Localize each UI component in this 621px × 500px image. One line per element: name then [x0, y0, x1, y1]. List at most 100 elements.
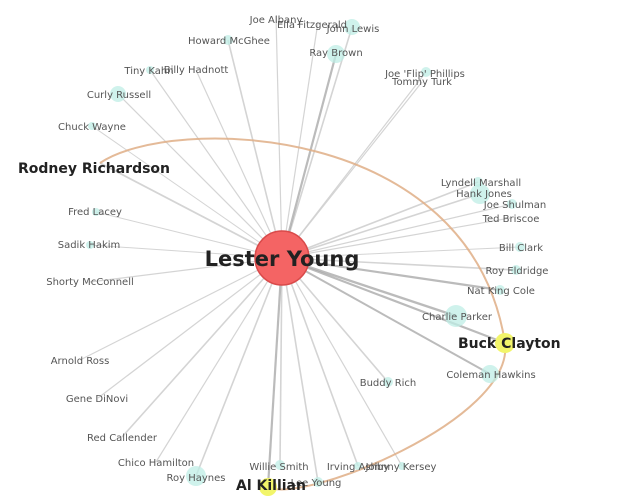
label-buddy[interactable]: Buddy Rich: [360, 378, 417, 389]
edge-hank: [281, 193, 481, 259]
edge-roy: [281, 257, 517, 271]
node-buck[interactable]: [495, 333, 515, 353]
label-al[interactable]: Al Killian: [236, 478, 306, 494]
label-shorty[interactable]: Shorty McConnell: [46, 277, 134, 288]
edge-arnold: [79, 257, 283, 361]
edge-rodney: [99, 162, 283, 259]
edge-ella: [281, 21, 319, 259]
label-charlie[interactable]: Charlie Parker: [422, 312, 493, 323]
label-willie[interactable]: Willie Smith: [249, 462, 308, 473]
node-roy_haynes[interactable]: [186, 466, 206, 486]
label-joe_albany[interactable]: Joe Albany: [249, 15, 303, 26]
node-nat[interactable]: [495, 285, 505, 295]
label-curly[interactable]: Curly Russell: [87, 90, 151, 101]
node-curly[interactable]: [110, 86, 126, 102]
edge-roy_haynes: [195, 257, 283, 477]
label-red[interactable]: Red Callender: [87, 433, 158, 444]
node-sadik[interactable]: [86, 241, 94, 249]
edge-howard: [227, 39, 283, 259]
edge-fred: [95, 211, 283, 259]
edge-chuck: [91, 125, 283, 259]
label-lyndell[interactable]: Lyndell Marshall: [441, 178, 521, 189]
node-chuck[interactable]: [88, 122, 96, 130]
label-tiny[interactable]: Tiny Kahn: [123, 66, 173, 77]
label-coleman[interactable]: Coleman Hawkins: [446, 370, 535, 381]
label-ray_brown[interactable]: Ray Brown: [309, 48, 362, 59]
node-lee[interactable]: [313, 477, 323, 487]
label-sadik[interactable]: Sadik Hakim: [58, 240, 121, 251]
node-hank[interactable]: [470, 184, 490, 204]
label-ella[interactable]: Ella Fitzgerald: [277, 20, 347, 31]
node-johnny[interactable]: [398, 462, 406, 470]
edge-joe_albany: [275, 15, 283, 259]
label-lee[interactable]: Lee Young: [291, 478, 342, 489]
edge-shorty: [89, 257, 283, 283]
edge-buck: [281, 256, 506, 345]
center-node[interactable]: Lester Young: [205, 230, 360, 286]
edge-curly: [117, 93, 283, 259]
node-flip[interactable]: [421, 67, 431, 77]
label-hank[interactable]: Hank Jones: [456, 189, 512, 200]
label-rodney[interactable]: Rodney Richardson: [18, 161, 170, 177]
node-layer: [86, 19, 525, 496]
node-howard[interactable]: [223, 35, 233, 45]
edge-irving: [281, 257, 359, 467]
rodney-buck-al-arc: [99, 137, 507, 491]
label-howard[interactable]: Howard McGhee: [188, 36, 270, 47]
label-gene[interactable]: Gene DiNovi: [66, 394, 128, 405]
center-node-circle[interactable]: [254, 230, 310, 286]
label-fred[interactable]: Fred Lacey: [68, 207, 122, 218]
node-tiny[interactable]: [146, 66, 154, 74]
edge-billy: [195, 69, 283, 259]
edge-tommy: [281, 81, 423, 259]
edge-red: [121, 257, 283, 438]
node-roy[interactable]: [511, 265, 521, 275]
edge-willie: [279, 257, 283, 466]
label-bill_clark[interactable]: Bill Clark: [499, 243, 543, 254]
node-irving[interactable]: [354, 462, 362, 470]
edge-sadik: [89, 244, 283, 259]
label-briscoe[interactable]: Ted Briscoe: [482, 214, 540, 225]
edge-lee: [281, 257, 319, 483]
label-chico[interactable]: Chico Hamilton: [118, 458, 194, 469]
edge-nat: [281, 256, 501, 292]
label-irving[interactable]: Irving Ashby: [327, 462, 389, 473]
node-coleman[interactable]: [481, 365, 499, 383]
node-ray_brown[interactable]: [327, 45, 345, 63]
node-charlie[interactable]: [445, 305, 467, 327]
edge-gene: [97, 257, 283, 399]
node-fred[interactable]: [92, 208, 100, 216]
edge-johnny: [281, 257, 403, 467]
node-willie[interactable]: [275, 460, 285, 470]
label-chuck[interactable]: Chuck Wayne: [58, 122, 126, 133]
edge-chico: [155, 257, 283, 463]
node-bill_clark[interactable]: [515, 242, 525, 252]
edge-lyndell: [281, 181, 479, 259]
label-roy[interactable]: Roy Eldridge: [486, 266, 549, 277]
node-al[interactable]: [259, 478, 277, 496]
label-flip[interactable]: Joe 'Flip' Phillips: [384, 69, 465, 80]
edge-briscoe: [281, 217, 511, 259]
edge-bill_clark: [281, 246, 521, 259]
node-john_lewis[interactable]: [344, 19, 360, 35]
label-roy_haynes[interactable]: Roy Haynes: [167, 473, 226, 484]
label-buck[interactable]: Buck Clayton: [458, 336, 561, 352]
node-shulman[interactable]: [507, 199, 517, 209]
label-johnny[interactable]: Johnny Kersey: [365, 462, 437, 473]
label-tommy[interactable]: Tommy Turk: [391, 77, 452, 88]
edge-al: [266, 257, 284, 488]
label-nat[interactable]: Nat King Cole: [467, 286, 535, 297]
node-buddy[interactable]: [383, 377, 393, 387]
label-john_lewis[interactable]: John Lewis: [326, 24, 380, 35]
edge-charlie: [281, 256, 457, 318]
edge-ray_brown: [280, 53, 338, 259]
edge-layer: [79, 15, 521, 488]
label-arnold[interactable]: Arnold Ross: [51, 356, 110, 367]
edge-shulman: [281, 203, 513, 259]
label-billy[interactable]: Billy Hadnott: [164, 65, 229, 76]
center-node-label: Lester Young: [205, 247, 360, 271]
label-shulman[interactable]: Joe Shulman: [483, 200, 546, 211]
edge-coleman: [281, 257, 491, 375]
